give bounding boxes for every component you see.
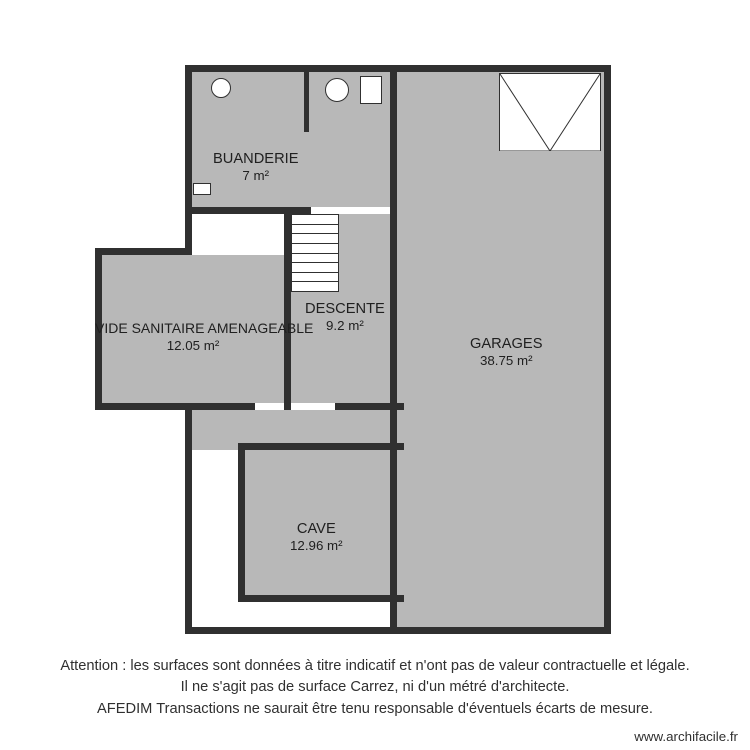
label-name: CAVE	[290, 520, 343, 538]
wall	[304, 72, 309, 132]
wall	[95, 403, 192, 410]
label-name: VIDE SANITAIRE AMENAGEABLE	[95, 320, 291, 338]
wall	[238, 443, 404, 450]
disclaimer-line: Il ne s'agit pas de surface Carrez, ni d…	[181, 679, 570, 695]
label-buanderie: BUANDERIE 7 m²	[213, 150, 299, 185]
label-area: 12.05 m²	[95, 338, 291, 355]
wall	[238, 595, 404, 602]
sink-fixture-icon	[325, 78, 349, 102]
label-cave: CAVE 12.96 m²	[290, 520, 343, 555]
label-vide: VIDE SANITAIRE AMENAGEABLE 12.05 m²	[95, 320, 291, 354]
wall	[284, 207, 291, 410]
label-descente: DESCENTE 9.2 m²	[305, 300, 385, 335]
wall	[95, 248, 192, 255]
label-garages: GARAGES 38.75 m²	[470, 335, 543, 370]
disclaimer-line: AFEDIM Transactions ne saurait être tenu…	[97, 701, 653, 717]
wall	[238, 443, 245, 602]
wall	[185, 403, 192, 634]
floorplan: BUANDERIE 7 m² GARAGES 38.75 m² VIDE SAN…	[95, 65, 615, 635]
disclaimer-line: Attention : les surfaces sont données à …	[60, 658, 689, 674]
disclaimer-text: Attention : les surfaces sont données à …	[0, 656, 750, 720]
label-area: 7 m²	[213, 168, 299, 185]
label-name: DESCENTE	[305, 300, 385, 318]
label-name: GARAGES	[470, 335, 543, 353]
wall	[185, 207, 311, 214]
stairs-icon	[291, 214, 339, 292]
label-name: BUANDERIE	[213, 150, 299, 168]
wc-fixture-icon	[211, 78, 231, 98]
label-area: 12.96 m²	[290, 538, 343, 555]
source-link: www.archifacile.fr	[634, 729, 738, 744]
wall	[185, 627, 611, 634]
garage-door-icon	[499, 73, 601, 151]
wall	[185, 65, 192, 248]
label-area: 38.75 m²	[470, 353, 543, 370]
wall	[192, 403, 255, 410]
wall	[185, 65, 611, 72]
wall	[604, 65, 611, 634]
switch-fixture-icon	[193, 183, 211, 195]
heater-fixture-icon	[360, 76, 382, 104]
label-area: 9.2 m²	[305, 318, 385, 335]
room-top-corridor	[304, 72, 397, 207]
wall	[390, 72, 397, 634]
